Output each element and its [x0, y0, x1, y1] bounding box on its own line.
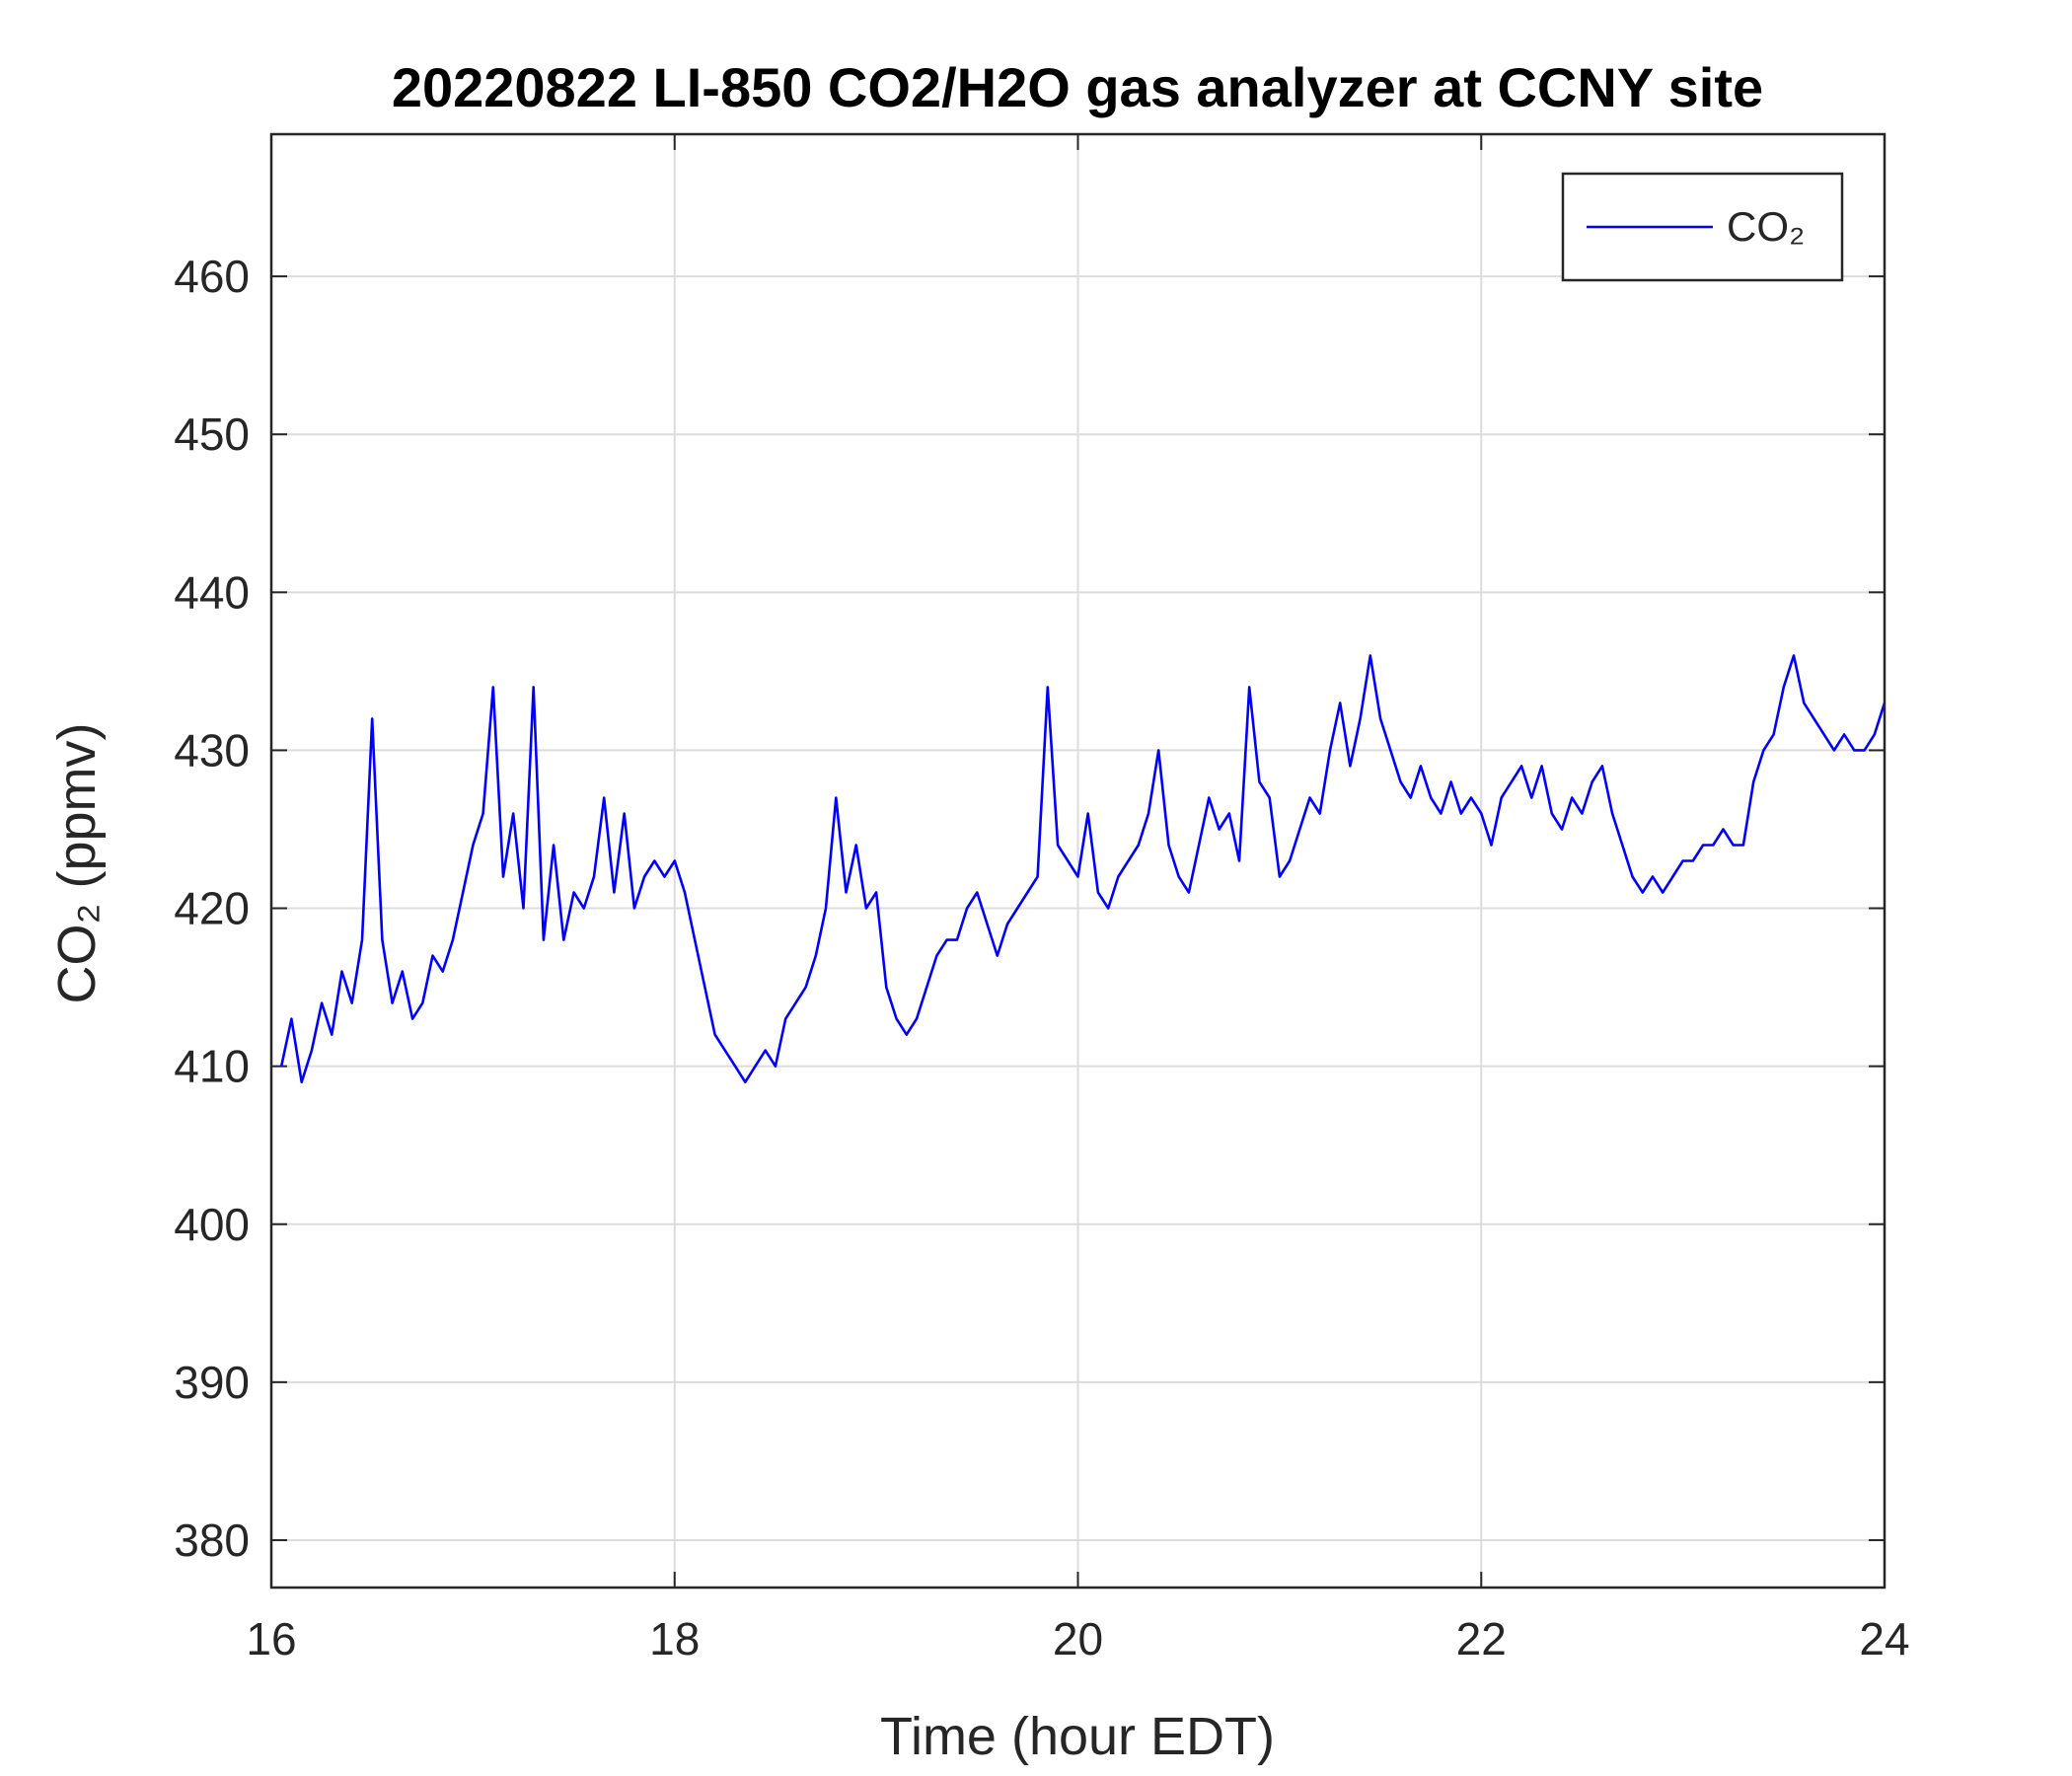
x-tick-label: 18	[649, 1613, 700, 1665]
x-tick-label: 20	[1053, 1613, 1103, 1665]
x-tick-label: 24	[1859, 1613, 1909, 1665]
chart-title: 20220822 LI-850 CO2/H2O gas analyzer at …	[392, 56, 1763, 118]
y-tick-label: 380	[174, 1515, 250, 1566]
y-tick-label: 430	[174, 724, 250, 776]
y-tick-label: 400	[174, 1199, 250, 1250]
y-axis-label: CO₂ (ppmv)	[47, 723, 107, 1004]
x-tick-label: 22	[1456, 1613, 1507, 1665]
plot-frame	[269, 132, 1887, 1590]
y-tick-label: 390	[174, 1357, 250, 1408]
y-tick-label: 440	[174, 566, 250, 618]
data-line	[279, 654, 1887, 1083]
y-tick-label: 410	[174, 1041, 250, 1092]
y-tick-label: 460	[174, 251, 250, 302]
y-tick-label: 420	[174, 883, 250, 934]
x-axis-label: Time (hour EDT)	[880, 1707, 1275, 1766]
x-tick-label: 16	[246, 1613, 296, 1665]
y-tick-label: 450	[174, 408, 250, 460]
legend-label: CO₂	[1727, 203, 1805, 250]
